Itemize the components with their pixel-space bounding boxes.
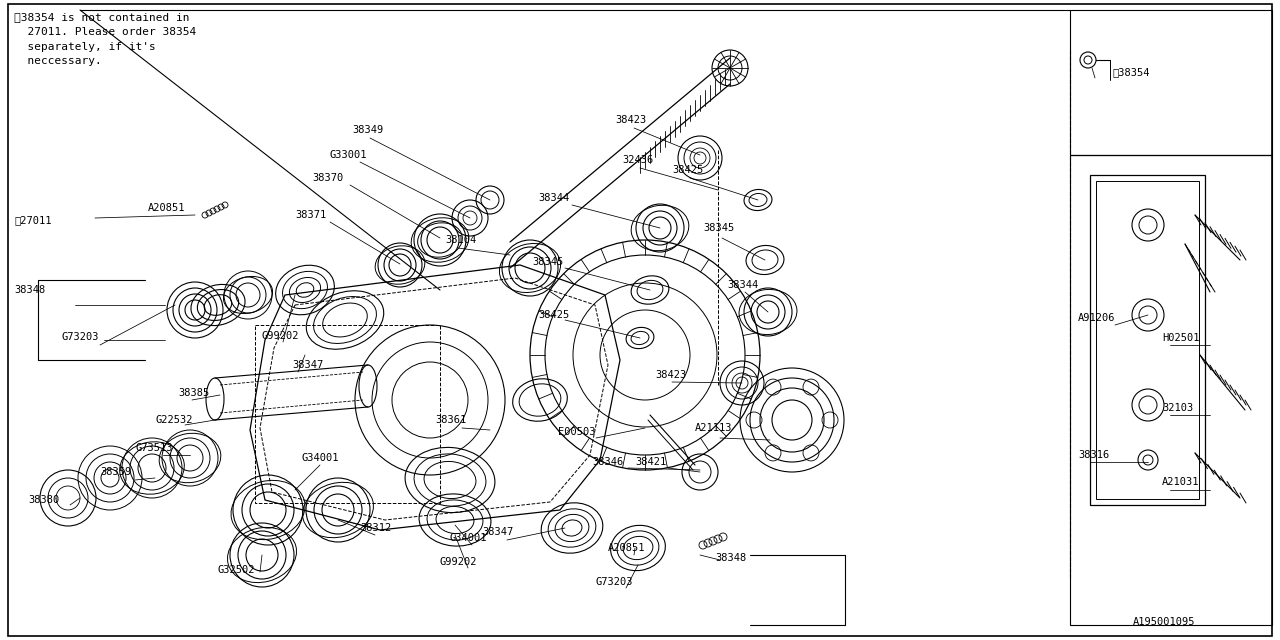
Text: 38361: 38361	[435, 415, 466, 425]
Text: G99202: G99202	[440, 557, 477, 567]
Text: 38104: 38104	[445, 235, 476, 245]
Text: 38347: 38347	[292, 360, 324, 370]
Text: ※27011: ※27011	[14, 215, 51, 225]
Text: G34001: G34001	[302, 453, 339, 463]
Text: G73513: G73513	[134, 443, 173, 453]
Text: A20851: A20851	[148, 203, 186, 213]
Text: G99202: G99202	[261, 331, 298, 341]
Text: E00503: E00503	[558, 427, 595, 437]
Bar	[1096, 181, 1199, 499]
Text: 38380: 38380	[28, 495, 59, 505]
Text: 38344: 38344	[727, 280, 758, 290]
Text: A91206: A91206	[1078, 313, 1115, 323]
Text: G22532: G22532	[155, 415, 192, 425]
Bar	[1070, 10, 1272, 155]
Text: 38423: 38423	[614, 115, 646, 125]
Text: A21113: A21113	[695, 423, 732, 433]
Text: G33001: G33001	[330, 150, 367, 160]
Text: 38370: 38370	[312, 173, 343, 183]
Text: 38348: 38348	[716, 553, 746, 563]
Text: 38347: 38347	[483, 527, 513, 537]
Text: 38345: 38345	[703, 223, 735, 233]
Text: G73203: G73203	[595, 577, 632, 587]
Text: 38345: 38345	[532, 257, 563, 267]
Text: G34001: G34001	[451, 533, 488, 543]
Bar	[1070, 155, 1272, 625]
Text: 38421: 38421	[635, 457, 667, 467]
Text: 32436: 32436	[622, 155, 653, 165]
Text: H02501: H02501	[1162, 333, 1199, 343]
Text: A20851: A20851	[608, 543, 645, 553]
Text: 38425: 38425	[538, 310, 570, 320]
Text: 38316: 38316	[1078, 450, 1110, 460]
Text: G73203: G73203	[61, 332, 100, 342]
Text: 38371: 38371	[294, 210, 326, 220]
Text: 32103: 32103	[1162, 403, 1193, 413]
Text: ※38354: ※38354	[1112, 67, 1149, 77]
Text: 38348: 38348	[14, 285, 45, 295]
Text: 38425: 38425	[672, 165, 703, 175]
Text: A21031: A21031	[1162, 477, 1199, 487]
Text: 38385: 38385	[178, 388, 209, 398]
Text: A195001095: A195001095	[1133, 617, 1196, 627]
Bar	[1091, 175, 1204, 505]
Text: 38312: 38312	[360, 523, 392, 533]
Text: 38346: 38346	[591, 457, 623, 467]
Text: 38423: 38423	[655, 370, 686, 380]
Bar	[255, 325, 440, 503]
Text: 38359: 38359	[100, 467, 132, 477]
Text: 38349: 38349	[352, 125, 383, 135]
Text: 38344: 38344	[538, 193, 570, 203]
Text: ※38354 is not contained in
  27011. Please order 38354
  separately, if it's
  n: ※38354 is not contained in 27011. Please…	[14, 12, 196, 67]
Text: G32502: G32502	[218, 565, 256, 575]
